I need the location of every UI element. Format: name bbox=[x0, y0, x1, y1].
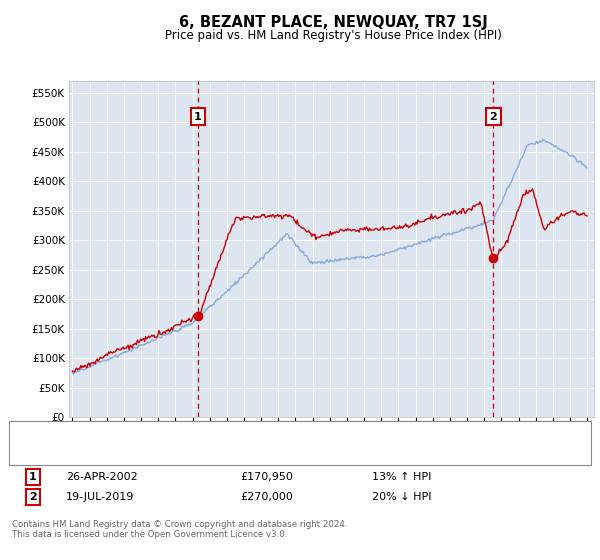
Text: £170,950: £170,950 bbox=[240, 472, 293, 482]
Text: Price paid vs. HM Land Registry's House Price Index (HPI): Price paid vs. HM Land Registry's House … bbox=[164, 29, 502, 42]
Text: Contains HM Land Registry data © Crown copyright and database right 2024.
This d: Contains HM Land Registry data © Crown c… bbox=[12, 520, 347, 539]
Text: 6, BEZANT PLACE, NEWQUAY, TR7 1SJ: 6, BEZANT PLACE, NEWQUAY, TR7 1SJ bbox=[179, 15, 487, 30]
Text: HPI: Average price, detached house, Cornwall: HPI: Average price, detached house, Corn… bbox=[63, 445, 301, 455]
Text: 20% ↓ HPI: 20% ↓ HPI bbox=[372, 492, 431, 502]
Text: 2: 2 bbox=[490, 111, 497, 122]
Text: 2: 2 bbox=[29, 492, 37, 502]
Text: £270,000: £270,000 bbox=[240, 492, 293, 502]
Text: 26-APR-2002: 26-APR-2002 bbox=[66, 472, 138, 482]
Text: 1: 1 bbox=[29, 472, 37, 482]
Text: 13% ↑ HPI: 13% ↑ HPI bbox=[372, 472, 431, 482]
Text: 1: 1 bbox=[194, 111, 202, 122]
Text: 19-JUL-2019: 19-JUL-2019 bbox=[66, 492, 134, 502]
Text: 6, BEZANT PLACE, NEWQUAY, TR7 1SJ (detached house): 6, BEZANT PLACE, NEWQUAY, TR7 1SJ (detac… bbox=[63, 433, 355, 443]
